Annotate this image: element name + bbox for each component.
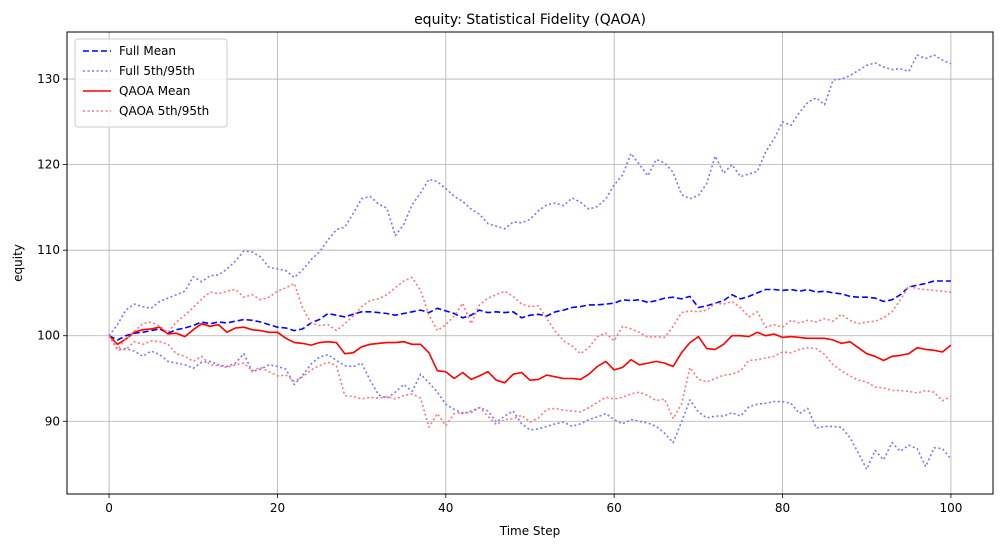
y-tick-label: 90 [45,414,60,428]
legend-box [74,38,228,128]
series-line-3 [108,322,952,384]
x-tick-label: 60 [607,501,622,515]
y-axis-label: equity [11,244,25,282]
legend-label: QAOA 5th/95th [119,104,209,118]
y-tick-label: 120 [37,158,60,172]
legend-label: Full Mean [119,44,176,58]
legend-label: Full 5th/95th [119,64,195,78]
x-axis-ticks: 0 20 40 60 80 100 [105,494,962,515]
x-axis-label: Time Step [499,524,561,538]
series-line-1 [108,54,952,337]
plot-frame [66,31,994,495]
series-line-4 [108,276,951,355]
chart-title: equity: Statistical Fidelity (QAOA) [414,12,646,28]
x-tick-label: 0 [105,501,113,515]
y-axis-ticks: 90 100 110 120 130 [37,72,67,428]
legend-label: QAOA Mean [119,84,190,98]
legend: Full Mean Full 5th/95th QAOA Mean QAOA 5th/… [74,38,228,128]
series-line-5 [108,335,952,429]
series-lines [108,54,952,471]
x-tick-label: 80 [775,501,790,515]
x-tick-label: 40 [438,501,453,515]
x-tick-label: 100 [939,501,962,515]
series-line-0 [108,280,951,341]
x-tick-label: 20 [270,501,285,515]
y-tick-label: 100 [37,329,60,343]
y-tick-label: 130 [37,72,60,86]
y-tick-label: 110 [37,243,60,257]
